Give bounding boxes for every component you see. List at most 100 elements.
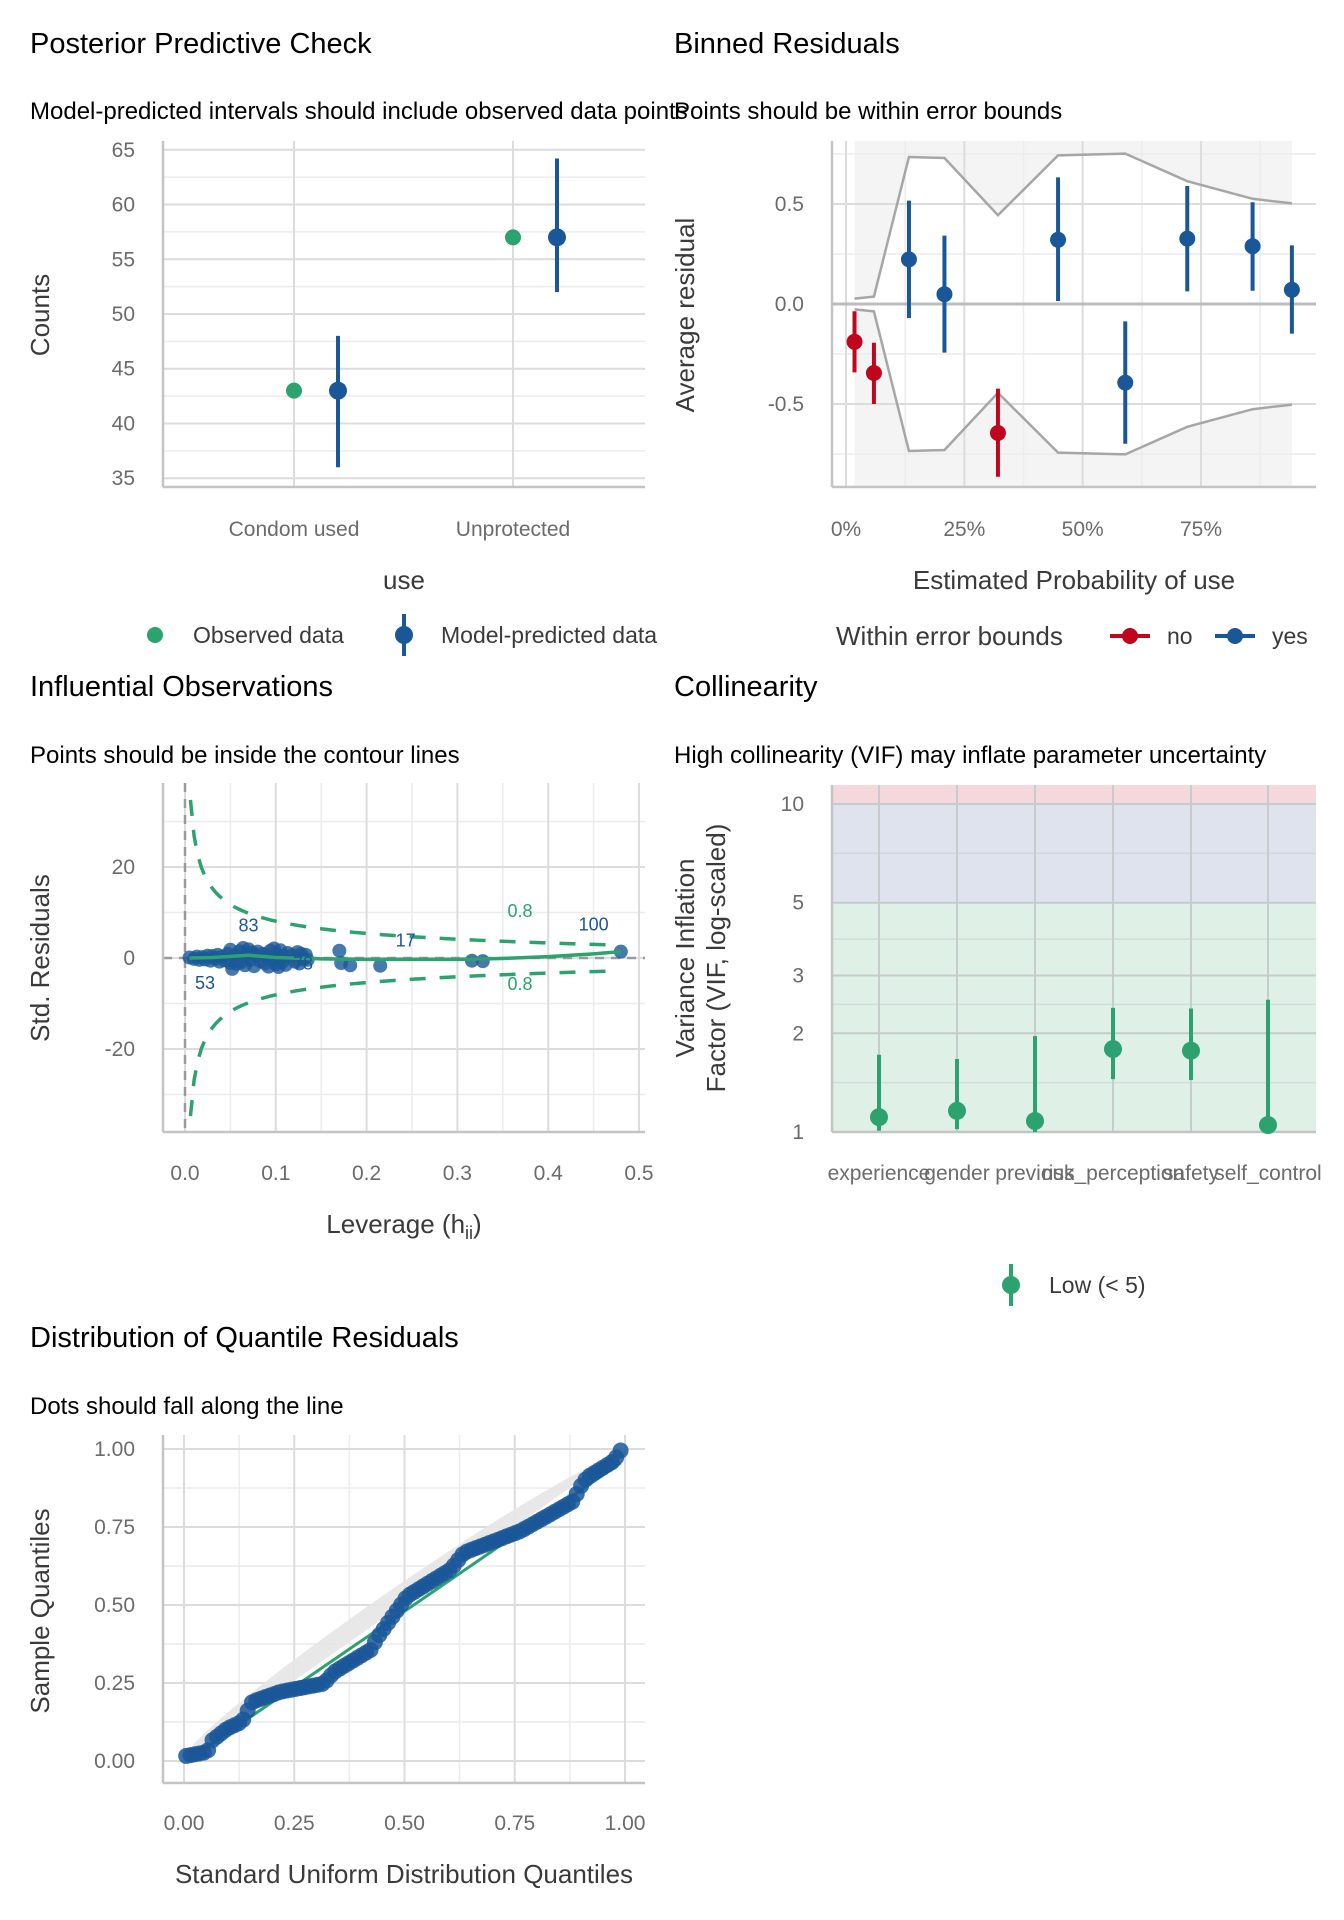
vif-point (1259, 1116, 1277, 1135)
legend: Observed data Model-predicted data (147, 614, 657, 656)
panel-title: Binned Residuals (674, 28, 900, 60)
x-tick-label: safety (1163, 1162, 1220, 1185)
binned-residual-point (1179, 230, 1196, 247)
plot-area: 0% 25% 50% 75% -0.5 0.0 0.5 (768, 141, 1316, 541)
x-tick-label: 0.50 (384, 1812, 425, 1835)
legend-low-marker (1002, 1276, 1020, 1294)
y-tick-label: 55 (112, 248, 135, 271)
legend-no-marker (1122, 628, 1138, 644)
y-tick-label: 0.0 (775, 293, 804, 316)
plot-area: 0.00 0.25 0.50 0.75 1.00 0.00 0.25 0.50 0.75 1.00 (94, 1435, 645, 1835)
y-tick-label: 2 (792, 1022, 804, 1045)
panel-collinearity: Collinearity High collinearity (VIF) may… (670, 671, 1322, 1306)
plot-area: 35 40 45 50 55 60 65 Condom used Unprotected (112, 139, 645, 541)
x-tick-label: 0.1 (261, 1162, 290, 1185)
vif-point (1026, 1112, 1044, 1131)
observed-point (505, 229, 521, 246)
binned-residual-point (846, 333, 863, 350)
plot-area: 0.0 0.1 0.2 0.3 0.4 0.5 -20 0 20 83 53 78 17 100 0.8 0.… (105, 783, 654, 1185)
y-axis-title: Counts (25, 274, 55, 356)
y-axis-title: Average residual (670, 218, 700, 413)
legend-predicted-marker (395, 626, 413, 644)
y-axis-title: Std. Residuals (25, 874, 55, 1042)
observation-label: 78 (293, 953, 313, 973)
vif-point (870, 1108, 888, 1127)
loess-fit-line (189, 949, 621, 962)
y-tick-label: -20 (105, 1038, 135, 1061)
x-axis-title: Leverage (hii) (326, 1209, 481, 1243)
vif-point (1104, 1040, 1122, 1059)
binned-residual-point (1050, 231, 1067, 248)
panel-quantile-residuals: Distribution of Quantile Residuals Dots … (25, 1322, 645, 1889)
binned-residual-point (1117, 374, 1134, 391)
y-tick-label: 50 (112, 303, 135, 326)
observation-label: 100 (579, 915, 609, 935)
legend-observed-label: Observed data (193, 622, 344, 648)
binned-residual-point (900, 251, 917, 268)
x-tick-label: 0.0 (170, 1162, 199, 1185)
x-tick-label: 0.25 (274, 1812, 315, 1835)
observation-label: 53 (195, 973, 215, 993)
x-tick-label: 0.3 (443, 1162, 472, 1185)
y-tick-label: 35 (112, 467, 135, 490)
observation-point (332, 943, 347, 958)
panel-subtitle: Model-predicted intervals should include… (30, 98, 688, 125)
binned-residual-point (1244, 238, 1261, 255)
legend: Within error bounds no yes (836, 621, 1308, 651)
x-tick-label: gender (924, 1162, 989, 1185)
y-axis-title-line1: Variance Inflation (670, 859, 700, 1058)
y-tick-label: 40 (112, 412, 135, 435)
contour-label: 0.8 (508, 901, 533, 921)
cooks-distance-contour-lower (188, 969, 620, 1117)
predicted-point (329, 381, 347, 400)
x-tick-label: 0.5 (624, 1162, 653, 1185)
panel-subtitle: Dots should fall along the line (30, 1393, 344, 1420)
x-tick-label: 0.4 (534, 1162, 564, 1185)
cooks-distance-contour-upper (188, 799, 620, 947)
legend-yes-marker (1227, 628, 1243, 644)
x-axis-title-subscript: ii (465, 1223, 473, 1243)
observation-point (475, 954, 490, 969)
y-tick-label: 0 (123, 947, 135, 970)
x-tick-label: 25% (943, 518, 985, 541)
x-tick-label: risk_perception (1042, 1162, 1184, 1185)
panel-influential-observations: Influential Observations Points should b… (25, 671, 654, 1243)
predicted-point (548, 228, 566, 247)
legend-yes-label: yes (1272, 623, 1308, 649)
x-axis-title-main: Leverage (h (326, 1209, 465, 1239)
y-tick-label: 60 (112, 194, 135, 217)
x-tick-label: experience (828, 1162, 931, 1185)
y-tick-label: -0.5 (768, 393, 804, 416)
x-tick-label: 50% (1062, 518, 1104, 541)
vif-band-high (832, 785, 1316, 804)
panel-title: Distribution of Quantile Residuals (30, 1322, 459, 1354)
legend-predicted-label: Model-predicted data (441, 622, 657, 648)
panel-subtitle: Points should be within error bounds (674, 98, 1062, 125)
vif-point (1182, 1041, 1200, 1060)
panel-binned-residuals: Binned Residuals Points should be within… (670, 28, 1316, 651)
x-axis-title-end: ) (473, 1209, 482, 1239)
panel-title: Influential Observations (30, 671, 333, 703)
legend-low-label: Low (< 5) (1049, 1272, 1146, 1298)
upper-error-bound (854, 152, 1293, 300)
x-axis-title: Standard Uniform Distribution Quantiles (175, 1859, 633, 1889)
panel-title: Collinearity (674, 671, 818, 703)
panel-posterior-predictive-check: Posterior Predictive Check Model-predict… (25, 28, 688, 656)
observation-point (343, 958, 358, 973)
binned-residual-point (936, 286, 953, 303)
panel-subtitle: High collinearity (VIF) may inflate para… (674, 742, 1266, 769)
x-tick-label: 75% (1180, 518, 1222, 541)
legend: Low (< 5) (1002, 1264, 1146, 1306)
quantile-point (612, 1442, 629, 1459)
vif-point (948, 1101, 966, 1120)
y-tick-label: 3 (792, 965, 804, 988)
y-tick-label: 0.75 (94, 1516, 135, 1539)
y-tick-label: 0.50 (94, 1594, 135, 1617)
contour-label: 0.8 (508, 974, 533, 994)
legend-observed-marker (147, 627, 163, 643)
y-tick-label: 0.5 (775, 193, 804, 216)
x-tick-label: 0.00 (164, 1812, 205, 1835)
x-tick-label: 0.2 (352, 1162, 381, 1185)
legend-title: Within error bounds (836, 621, 1063, 651)
